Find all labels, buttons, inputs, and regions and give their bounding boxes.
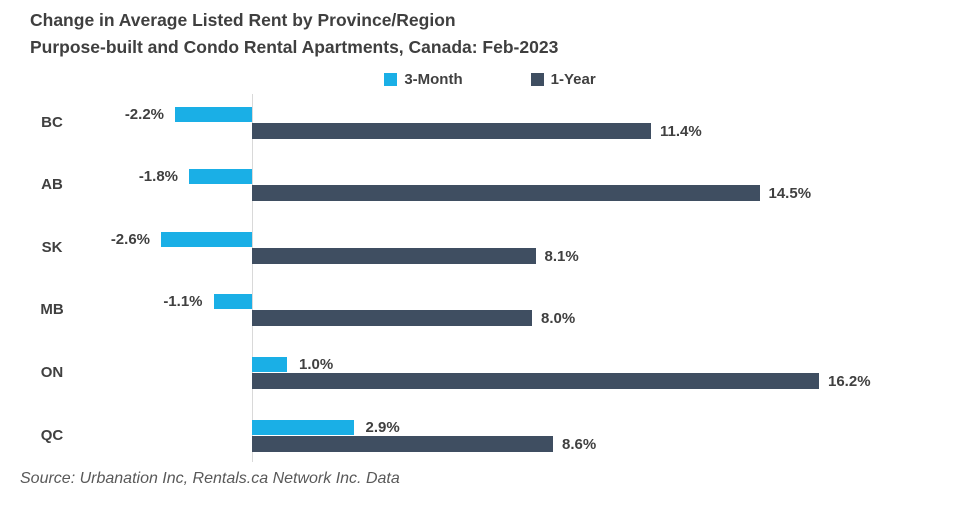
- source-note: Source: Urbanation Inc, Rentals.ca Netwo…: [20, 470, 400, 487]
- category-label-mb: MB: [40, 301, 64, 319]
- category-label-qc: QC: [40, 426, 64, 444]
- value-label-3-month-on: 1.0%: [299, 355, 334, 373]
- bar-1-year-bc: [252, 122, 651, 139]
- value-label-3-month-qc: 2.9%: [365, 418, 400, 436]
- value-label-3-month-mb: -1.1%: [163, 293, 203, 311]
- legend-item-1-year: 1-Year: [530, 71, 596, 88]
- legend-label: 1-Year: [550, 71, 596, 88]
- chart-title-line2: Purpose-built and Condo Rental Apartment…: [30, 37, 559, 57]
- bar-3-month-bc: [175, 106, 252, 122]
- value-label-1-year-bc: 11.4%: [660, 122, 702, 140]
- bar-1-year-sk: [252, 247, 536, 264]
- legend-swatch-icon: [384, 73, 398, 86]
- bar-3-month-on: [252, 356, 287, 372]
- legend: 3-Month 1-Year: [0, 71, 980, 88]
- value-label-3-month-sk: -2.6%: [110, 230, 150, 248]
- category-label-ab: AB: [41, 176, 63, 194]
- bar-3-month-sk: [161, 231, 252, 247]
- bar-1-year-ab: [252, 185, 760, 202]
- legend-label: 3-Month: [404, 71, 463, 88]
- bar-3-month-ab: [189, 169, 252, 185]
- bar-1-year-on: [252, 372, 819, 389]
- bar-1-year-qc: [252, 435, 553, 452]
- category-label-bc: BC: [41, 113, 63, 131]
- legend-swatch-icon: [530, 73, 544, 86]
- value-label-1-year-sk: 8.1%: [544, 247, 579, 265]
- zero-axis-line: [252, 94, 253, 462]
- value-label-1-year-qc: 8.6%: [562, 435, 597, 453]
- chart-title: Change in Average Listed Rent by Provinc…: [30, 7, 558, 61]
- value-label-1-year-mb: 8.0%: [541, 310, 576, 328]
- chart-title-line1: Change in Average Listed Rent by Provinc…: [30, 10, 456, 30]
- value-label-3-month-bc: -2.2%: [124, 105, 164, 123]
- value-label-1-year-on: 16.2%: [828, 372, 871, 390]
- legend-item-3-month: 3-Month: [384, 71, 463, 88]
- bar-1-year-mb: [252, 310, 532, 327]
- bar-3-month-qc: [252, 419, 354, 435]
- category-label-sk: SK: [41, 238, 63, 256]
- value-label-3-month-ab: -1.8%: [138, 168, 178, 186]
- bar-3-month-mb: [213, 294, 252, 310]
- value-label-1-year-ab: 14.5%: [768, 185, 812, 203]
- category-label-on: ON: [40, 363, 64, 381]
